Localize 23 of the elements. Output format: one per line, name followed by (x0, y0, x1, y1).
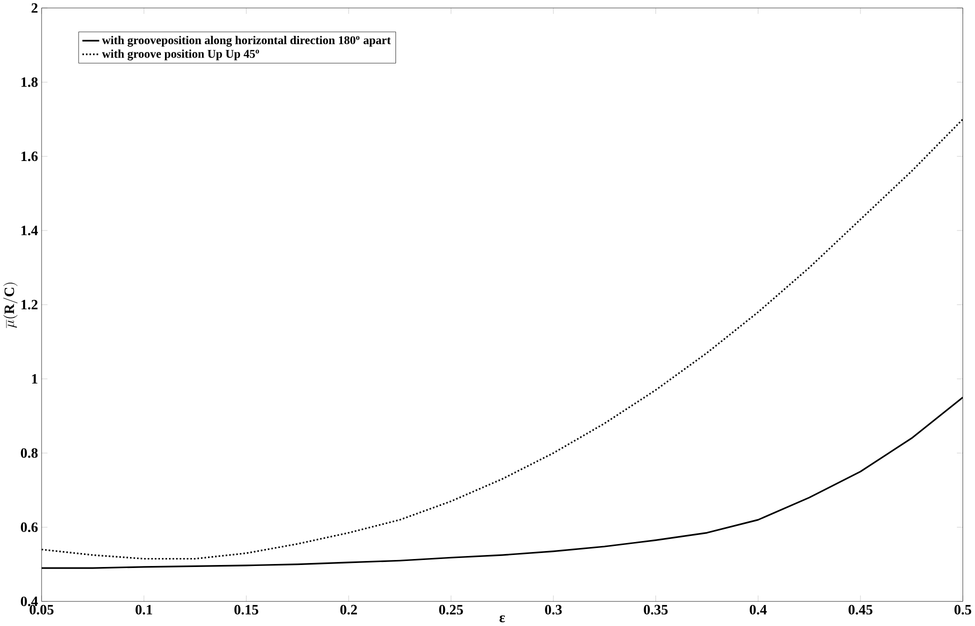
x-tick-label: 0.15 (234, 605, 258, 615)
y-tick-label: 0.4 (20, 596, 38, 606)
y-tick-label: 2 (32, 4, 38, 13)
y-tick-label: 1 (32, 374, 38, 384)
x-tick-label: 0.5 (954, 605, 972, 615)
y-tick-label: 1.6 (21, 152, 38, 162)
y-tick-label: 1.8 (21, 78, 38, 88)
y-axis-title: $\overline{\mu}\mathbf{(R/C)}$ (3, 282, 18, 328)
x-tick-label: 0.1 (136, 605, 152, 615)
y-tick-label: 1.2 (21, 300, 38, 310)
x-tick-label: 0.3 (545, 605, 562, 615)
x-tick-label: 0.25 (439, 605, 463, 615)
y-tick-label: 0.8 (20, 448, 38, 458)
x-tick-label: 0.2 (340, 605, 357, 615)
x-tick-label: 0.35 (644, 605, 668, 615)
legend-label: with grooveposition along horizontal direction 180$^{o}$ apart (102, 36, 391, 47)
x-tick-label: 0.4 (750, 605, 767, 615)
y-tick-label: 0.6 (20, 522, 38, 532)
legend-label: with groove position Up Up 45$^{o}$ (102, 50, 260, 61)
x-tick-label: 0.05 (30, 605, 54, 615)
x-tick-label: 0.45 (848, 605, 872, 615)
x-axis-title: ε (500, 616, 505, 622)
y-tick-label: 1.4 (21, 226, 38, 236)
